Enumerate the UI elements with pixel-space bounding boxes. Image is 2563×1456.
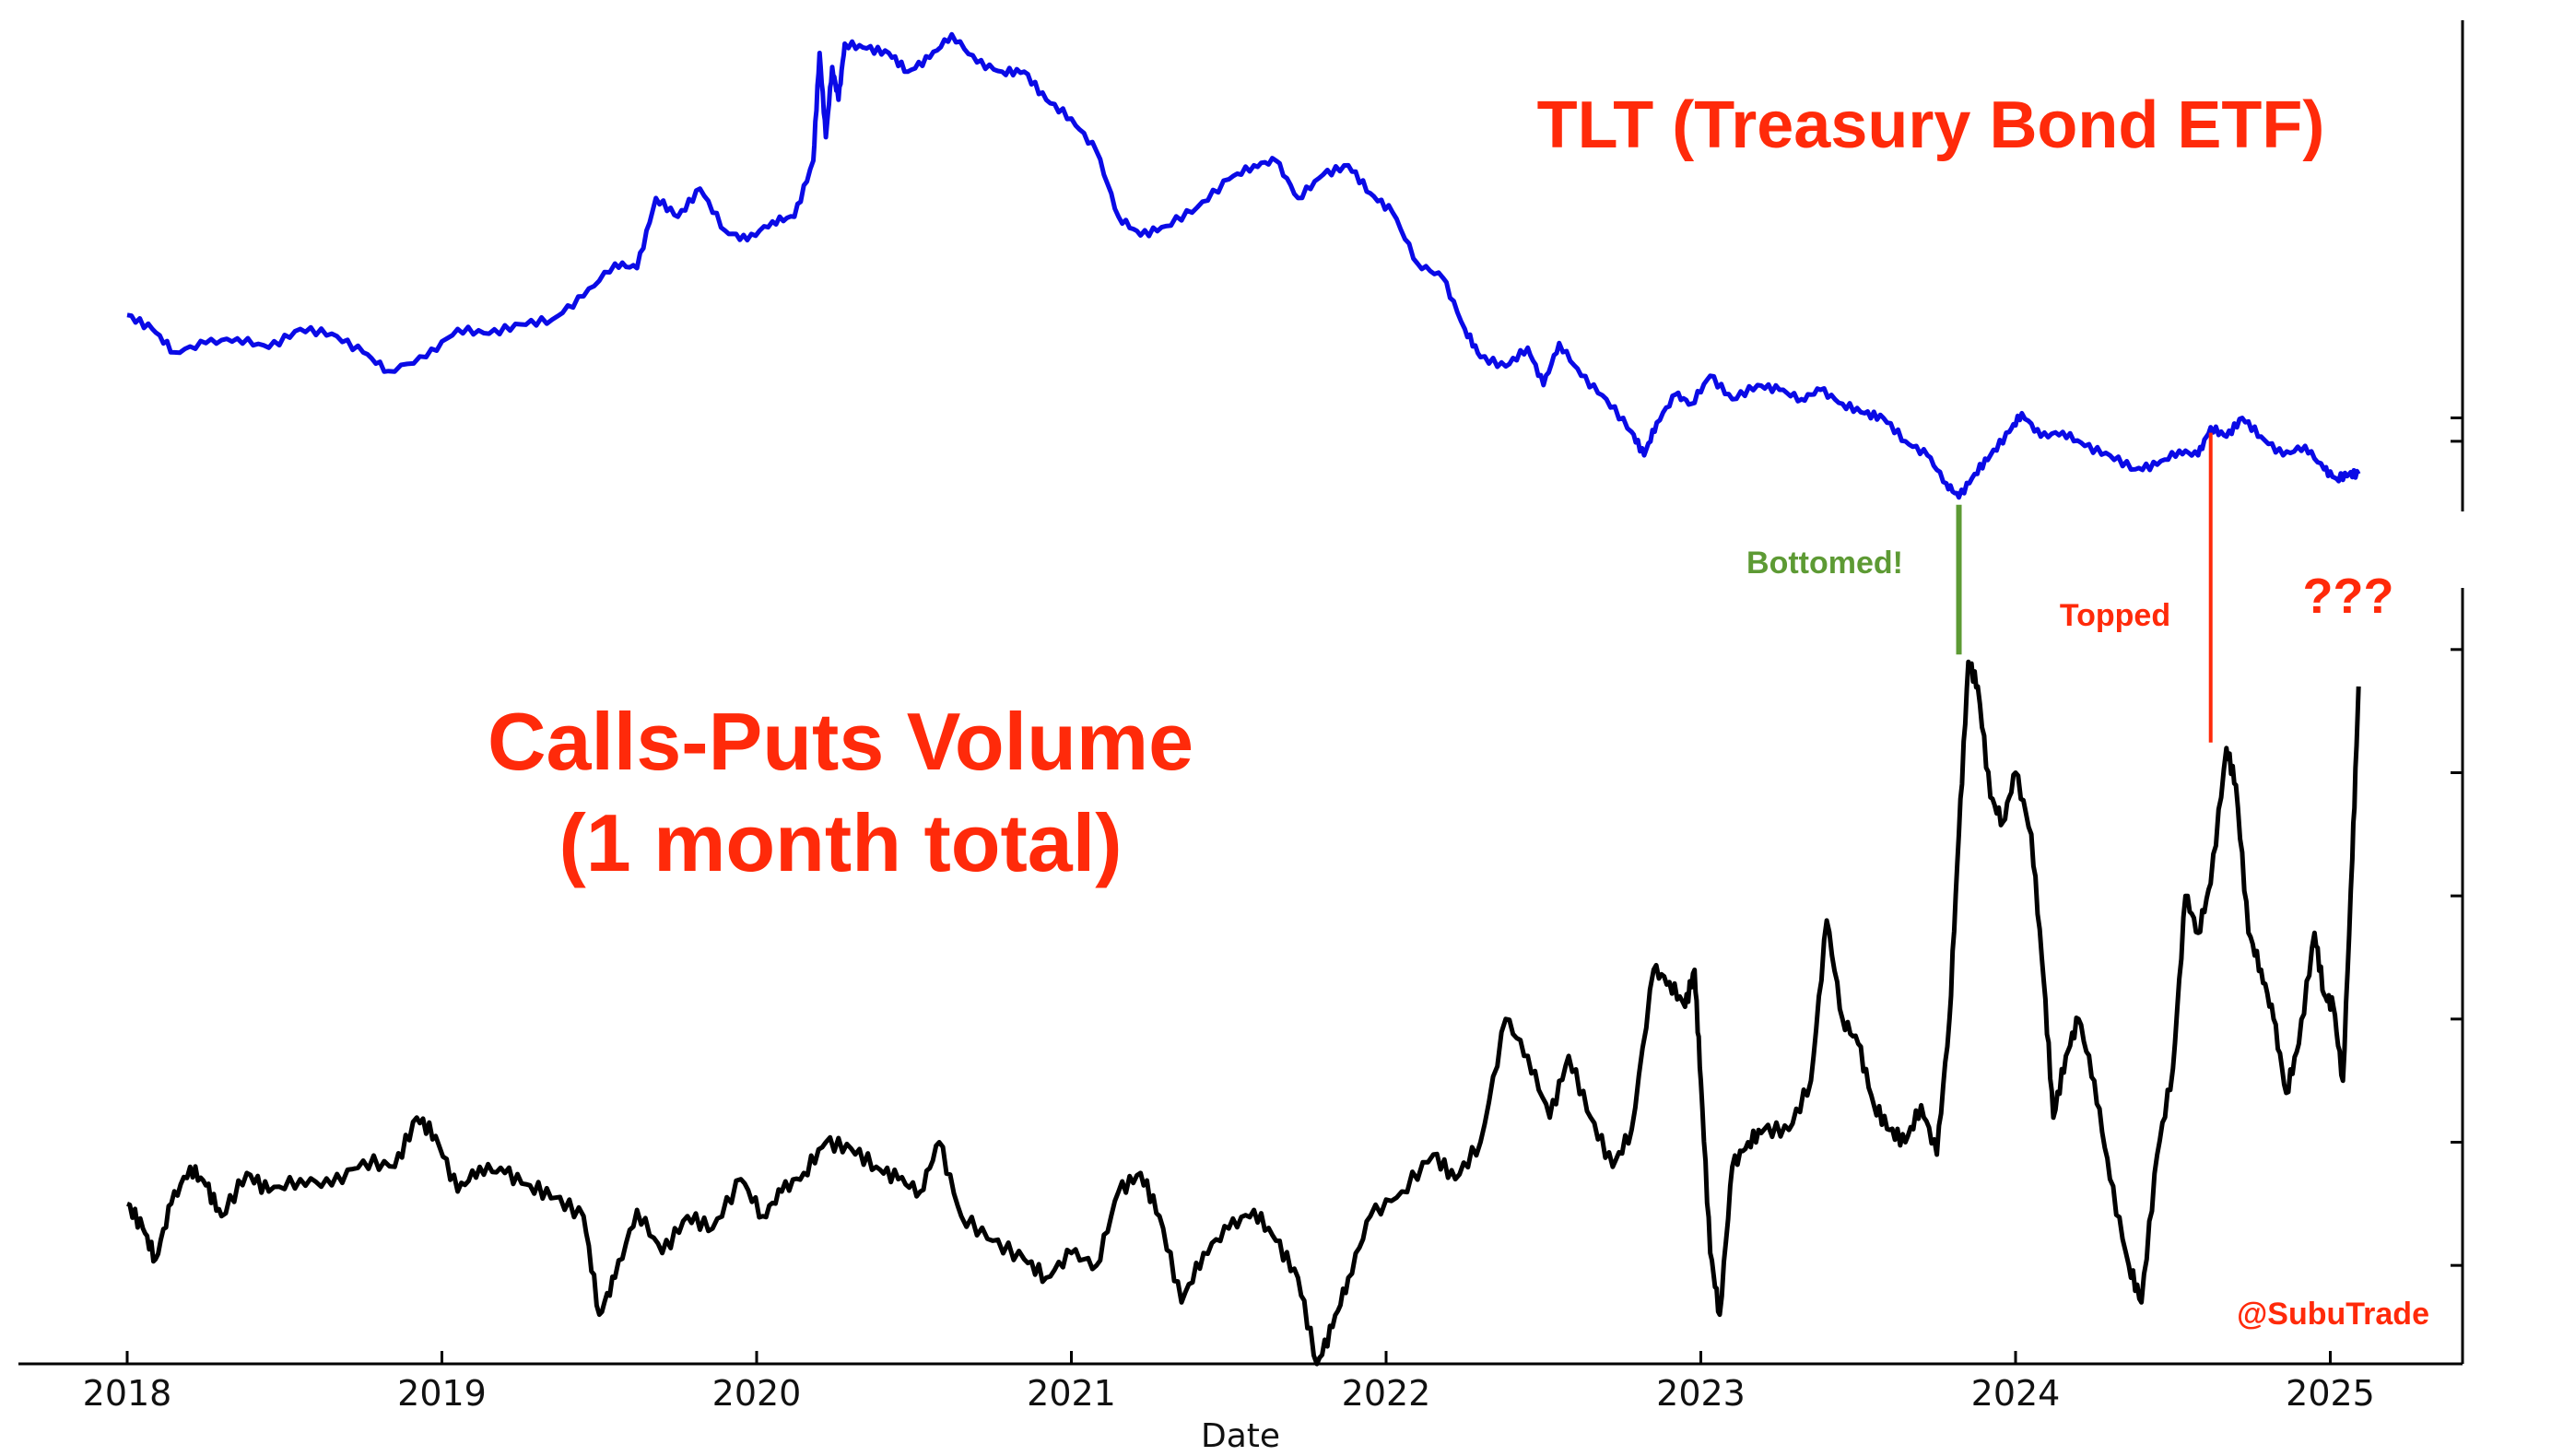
annotations — [1956, 432, 2213, 743]
axes: 2018 2019 2020 2021 2022 2023 2024 2025 — [18, 20, 2464, 1414]
x-tick-label-2022: 2022 — [1342, 1373, 1431, 1414]
x-tick-label-2021: 2021 — [1027, 1373, 1116, 1414]
volume-title-line-2: (1 month total) — [558, 797, 1122, 888]
x-tick-label-2023: 2023 — [1656, 1373, 1746, 1414]
question-marks-label: ??? — [2303, 569, 2394, 624]
y-ticks — [2451, 416, 2463, 1267]
bottomed-label: Bottomed! — [1746, 546, 1903, 581]
x-tick-label-2020: 2020 — [712, 1373, 802, 1414]
tlt-title: TLT (Treasury Bond ETF) — [1537, 88, 2325, 162]
series — [126, 31, 2361, 1367]
calls-puts-volume-line — [126, 659, 2361, 1367]
tlt-price-line — [126, 31, 2361, 500]
x-tick-label-2025: 2025 — [2286, 1373, 2375, 1414]
x-ticks: 2018 2019 2020 2021 2022 2023 2024 2025 — [83, 1351, 2375, 1414]
topped-label: Topped — [2060, 598, 2170, 633]
watermark: @SubuTrade — [2237, 1297, 2429, 1332]
x-tick-label-2019: 2019 — [397, 1373, 487, 1414]
x-tick-label-2024: 2024 — [1971, 1373, 2061, 1414]
x-tick-label-2018: 2018 — [83, 1373, 172, 1414]
x-axis-title: Date — [1201, 1417, 1280, 1455]
volume-title-line-1: Calls-Puts Volume — [488, 696, 1193, 787]
